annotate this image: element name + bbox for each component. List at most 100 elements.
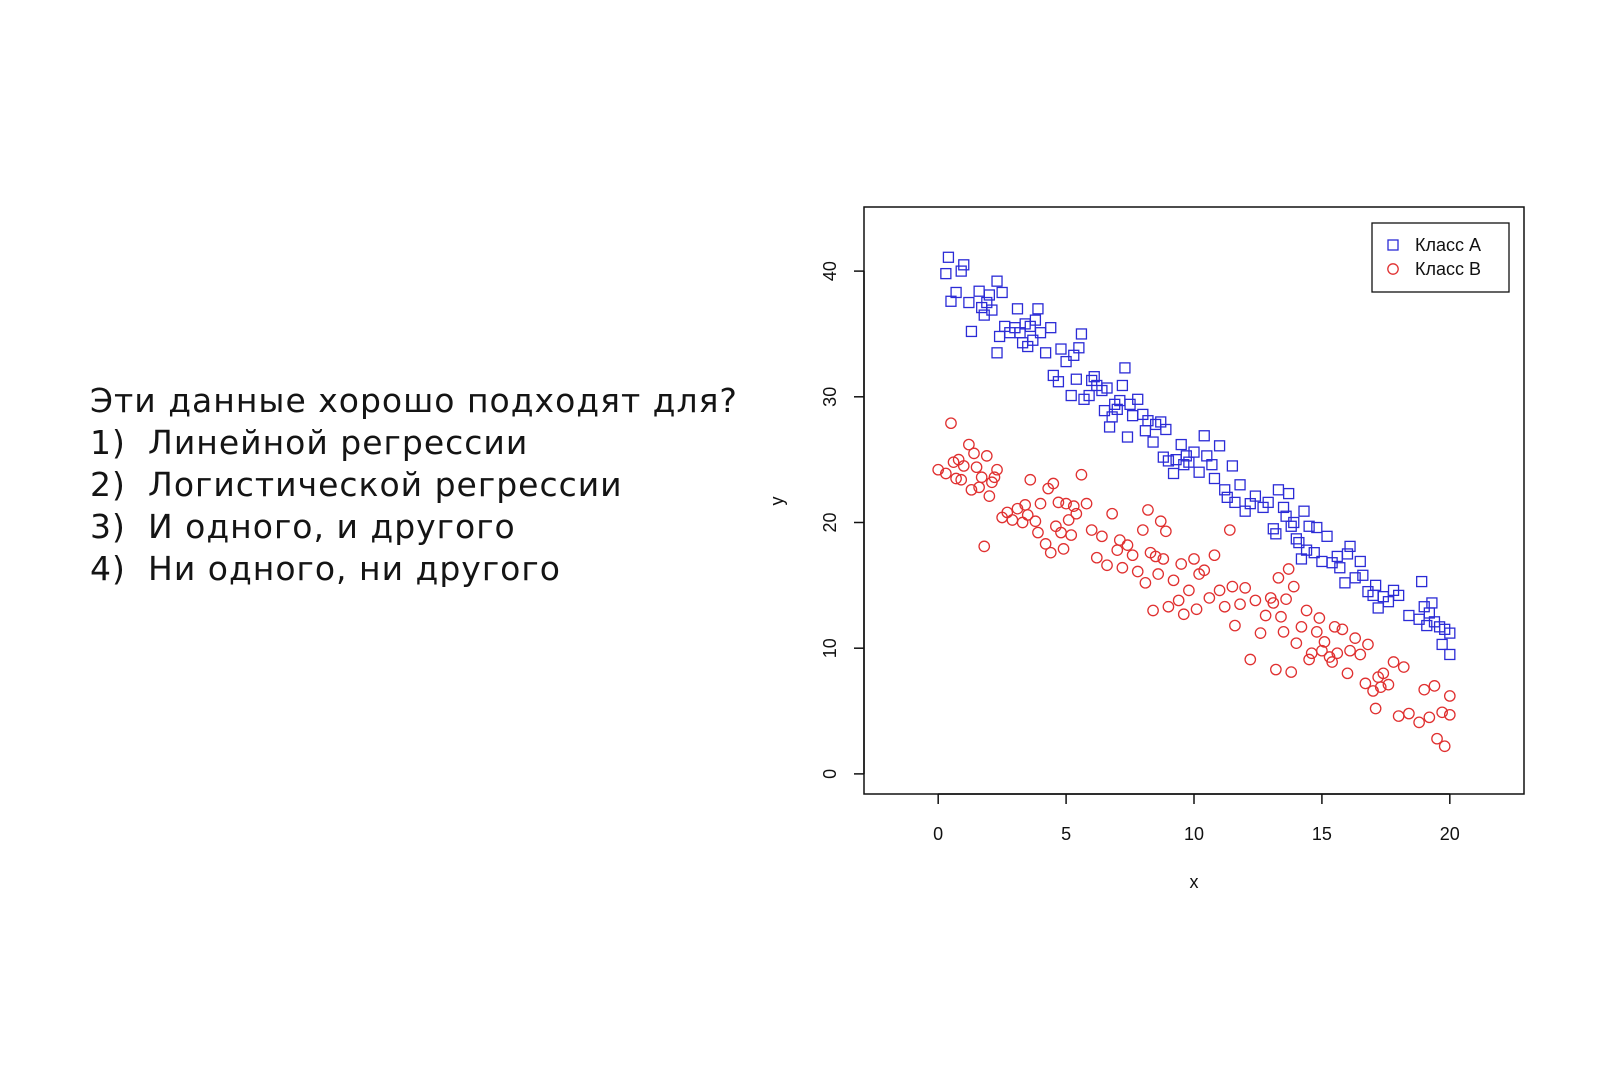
data-point-class-b	[1139, 576, 1152, 589]
data-point-class-b	[1218, 600, 1231, 613]
data-point-class-b	[1413, 716, 1425, 729]
data-point-class-b	[1085, 524, 1098, 536]
data-point-class-b	[1418, 683, 1431, 696]
data-point-class-a	[955, 265, 967, 277]
data-point-class-a	[1403, 609, 1415, 622]
data-point-class-b	[1149, 550, 1162, 563]
option-text: Ни одного, ни другого	[148, 549, 561, 588]
data-point-class-b	[940, 467, 952, 480]
data-point-class-b	[1021, 509, 1034, 521]
data-point-class-b	[1006, 514, 1019, 526]
data-point-class-a	[1213, 440, 1226, 452]
answer-option-4[interactable]: 4) Ни одного, ни другого	[90, 548, 738, 590]
legend-box	[1371, 222, 1510, 293]
legend-label-class-a: Класс A	[1415, 235, 1481, 255]
data-point-class-a	[1160, 423, 1172, 436]
data-point-class-a	[1060, 355, 1072, 368]
data-point-class-b	[1367, 685, 1379, 697]
data-point-class-b	[945, 417, 957, 430]
answer-option-1[interactable]: 1) Линейной регрессии	[90, 422, 738, 464]
data-point-class-b	[1175, 558, 1188, 570]
data-point-class-b	[1024, 473, 1037, 486]
data-point-class-b	[1226, 580, 1239, 593]
data-point-class-a	[986, 304, 998, 316]
data-point-class-a	[1039, 347, 1052, 359]
data-point-class-b	[1377, 667, 1390, 680]
data-point-class-a	[1293, 536, 1305, 549]
data-point-class-a	[1098, 404, 1111, 417]
data-point-class-b	[978, 540, 991, 553]
data-point-class-b	[1397, 661, 1410, 673]
data-point-class-a	[1234, 479, 1246, 491]
data-point-class-a	[1298, 505, 1310, 517]
data-point-class-a	[1065, 389, 1077, 402]
data-point-class-a	[1193, 466, 1205, 478]
data-point-class-b	[1443, 690, 1456, 702]
data-point-class-a	[1308, 547, 1320, 559]
data-point-class-a	[1208, 472, 1221, 485]
data-point-class-b	[1295, 620, 1308, 633]
data-point-class-b	[1300, 604, 1313, 617]
data-point-class-b	[1344, 644, 1356, 657]
data-point-class-a	[1055, 343, 1067, 355]
x-tick-label: 0	[933, 824, 943, 844]
data-point-class-a	[1344, 540, 1356, 553]
data-point-class-b	[1254, 627, 1267, 639]
x-tick-label: 5	[1061, 824, 1071, 844]
data-point-class-b	[963, 438, 975, 451]
data-point-class-b	[1190, 603, 1203, 616]
question-block: Эти данные хорошо подходят для? 1) Линей…	[90, 380, 738, 590]
data-point-class-b	[1287, 580, 1300, 593]
data-point-class-b	[1244, 653, 1257, 666]
data-point-class-b	[968, 447, 980, 460]
data-point-class-b	[1032, 526, 1044, 539]
data-point-class-b	[1065, 529, 1078, 541]
data-point-class-b	[1177, 608, 1190, 621]
data-point-class-a	[1045, 322, 1057, 334]
data-point-class-b	[1359, 677, 1372, 690]
data-point-class-b	[1326, 656, 1338, 668]
data-point-class-b	[1310, 626, 1323, 638]
data-point-class-a	[1382, 596, 1395, 608]
data-point-class-a	[1032, 303, 1044, 315]
data-point-class-a	[1249, 490, 1262, 502]
answer-option-3[interactable]: 3) И одного, и другого	[90, 506, 738, 548]
data-point-class-b	[1172, 594, 1185, 607]
data-point-class-b	[1152, 568, 1165, 580]
data-point-class-a	[1029, 314, 1042, 326]
data-point-class-a	[1334, 562, 1346, 574]
data-point-class-b	[932, 463, 945, 476]
question-title: Эти данные хорошо подходят для?	[90, 381, 738, 420]
data-point-class-b	[1111, 544, 1124, 556]
data-point-class-b	[1277, 626, 1290, 638]
data-point-class-a	[1175, 438, 1187, 451]
data-point-class-b	[1305, 647, 1318, 660]
data-point-class-b	[1239, 582, 1252, 594]
data-point-class-b	[1303, 653, 1315, 666]
answer-option-2[interactable]: 2) Логистической регрессии	[90, 464, 738, 506]
data-point-class-b	[1052, 496, 1065, 509]
option-text: И одного, и другого	[148, 507, 516, 546]
option-number: 1)	[90, 423, 126, 462]
data-point-class-b	[957, 460, 970, 472]
series-class-a	[940, 251, 1456, 661]
data-point-class-a	[1341, 548, 1354, 560]
data-point-class-b	[1080, 497, 1093, 510]
data-point-class-b	[1029, 515, 1042, 528]
data-point-class-a	[1070, 373, 1082, 385]
data-point-class-b	[1090, 551, 1103, 564]
data-point-class-b	[1011, 502, 1024, 515]
data-point-class-a	[1167, 467, 1180, 480]
data-point-class-a	[1357, 569, 1369, 581]
data-point-class-a	[1116, 379, 1129, 392]
data-point-class-a	[1349, 572, 1361, 584]
data-point-class-b	[1285, 666, 1298, 678]
data-point-class-b	[983, 490, 996, 502]
option-number: 3)	[90, 507, 126, 546]
data-point-class-a	[1229, 496, 1241, 509]
data-point-class-b	[1203, 592, 1216, 604]
data-point-class-a	[1111, 403, 1123, 416]
data-point-class-b	[1213, 584, 1226, 597]
data-point-class-b	[1392, 710, 1405, 722]
data-point-class-a	[1444, 627, 1456, 639]
